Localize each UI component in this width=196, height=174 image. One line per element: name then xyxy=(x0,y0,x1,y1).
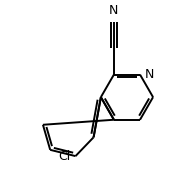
Text: N: N xyxy=(109,4,119,17)
Text: N: N xyxy=(145,68,154,81)
Text: Cl: Cl xyxy=(58,150,70,163)
